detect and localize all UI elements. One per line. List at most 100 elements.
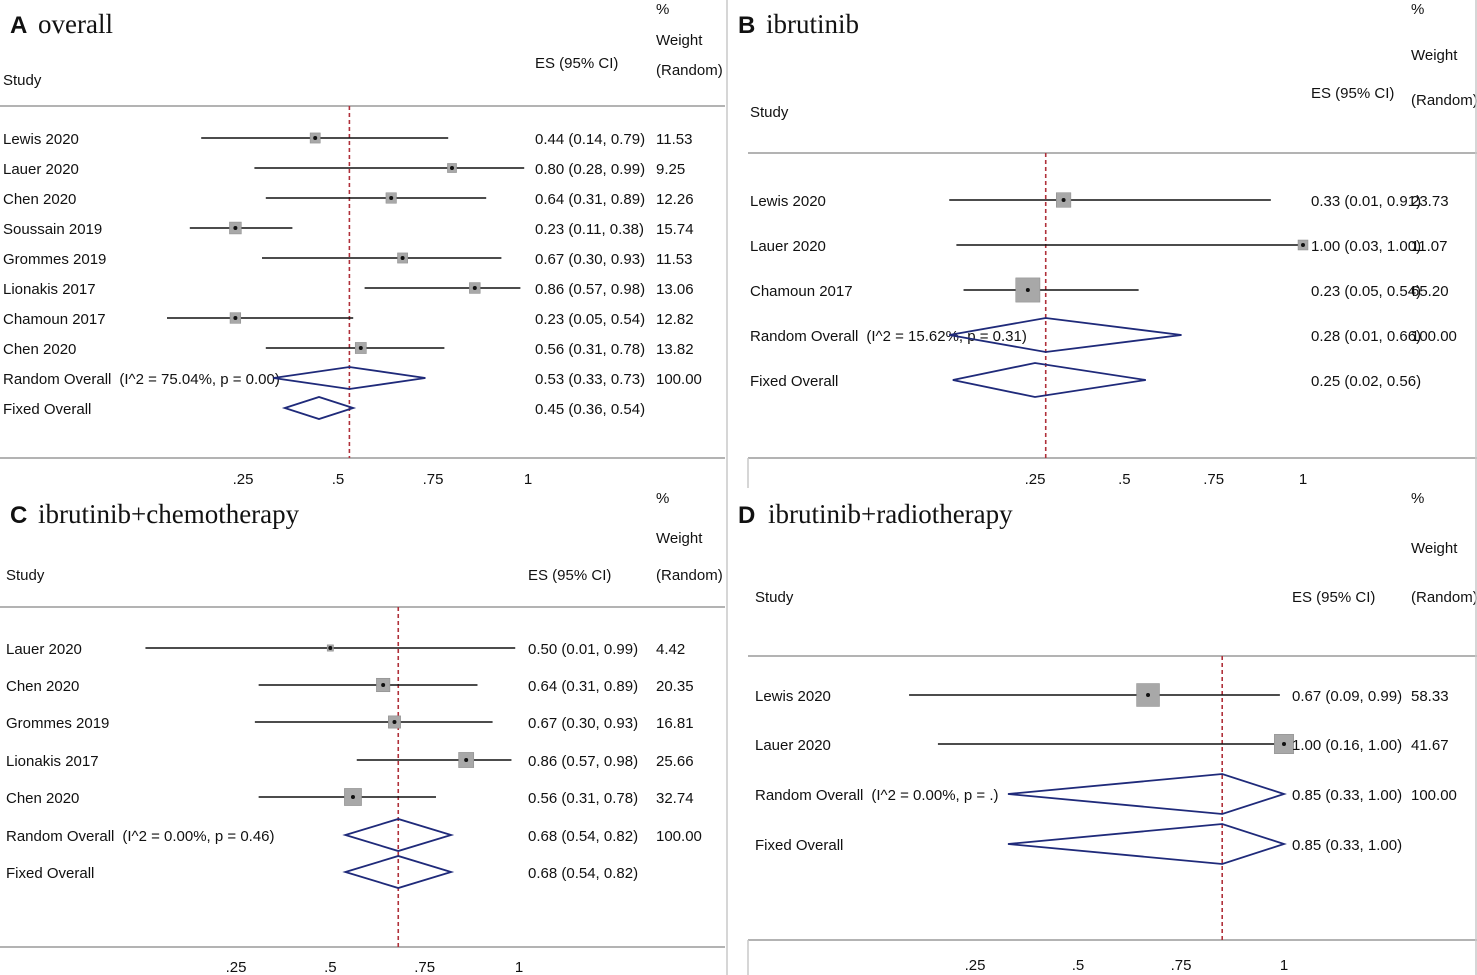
study-label: Lewis 2020 [755,688,831,705]
es-ci-value: 0.64 (0.31, 0.89) [535,191,645,208]
x-tick-label: .25 [233,471,254,488]
pooled-label: Fixed Overall [3,401,91,418]
x-tick-label: .75 [1203,471,1224,488]
es-ci-value: 0.80 (0.28, 0.99) [535,161,645,178]
es-ci-value: 0.56 (0.31, 0.78) [528,790,638,807]
point-estimate [233,226,238,230]
panel-title: ibrutinib+chemotherapy [38,499,300,529]
study-label: Lewis 2020 [3,131,79,148]
es-ci-header: ES (95% CI) [528,567,611,584]
weight-header-percent: % [1411,1,1424,18]
es-ci-value: 0.44 (0.14, 0.79) [535,131,645,148]
point-estimate [389,196,394,200]
point-estimate [381,683,386,687]
point-estimate [313,136,318,140]
study-label: Chamoun 2017 [750,283,853,300]
pooled-diamond [281,396,357,420]
point-estimate [350,795,355,799]
pooled-diamond [1007,823,1287,865]
x-tick-label: .5 [332,471,345,488]
weight-header-weight: Weight [1411,47,1458,64]
study-label: Lauer 2020 [750,238,826,255]
es-ci-value: 0.33 (0.01, 0.91) [1311,193,1421,210]
es-ci-value: 0.86 (0.57, 0.98) [535,281,645,298]
pooled-label: Fixed Overall [750,373,838,390]
weight-value: 58.33 [1411,688,1449,705]
study-label: Chen 2020 [3,341,76,358]
es-ci-header: ES (95% CI) [1311,85,1394,102]
weight-header-random: (Random) [656,62,723,79]
pooled-diamond [1007,773,1287,815]
panel-letter: B [738,12,755,39]
pooled-label: Random Overall (I^2 = 75.04%, p = 0.00) [3,371,280,388]
x-tick-label: .75 [423,471,444,488]
weight-value: 20.35 [656,678,694,695]
pooled-label: Random Overall (I^2 = 0.00%, p = .) [755,787,999,804]
study-label: Grommes 2019 [6,715,109,732]
study-label: Lionakis 2017 [3,281,96,298]
es-ci-value: 0.85 (0.33, 1.00) [1292,787,1402,804]
weight-value: 12.82 [656,311,694,328]
study-label: Lauer 2020 [3,161,79,178]
x-tick-label: .5 [1118,471,1131,488]
es-ci-header: ES (95% CI) [535,55,618,72]
weight-value: 41.67 [1411,737,1449,754]
pooled-diamond [952,362,1146,398]
heterogeneity-note: (I^2 = 0.00%, p = 0.46) [122,828,274,845]
study-label: Soussain 2019 [3,221,102,238]
weight-value: 23.73 [1411,193,1449,210]
pooled-label: Fixed Overall [6,865,94,882]
weight-header-random: (Random) [1411,589,1477,606]
weight-value: 13.82 [656,341,694,358]
x-tick-label: .25 [226,959,247,975]
x-tick-label: 1 [524,471,532,488]
weight-header-random: (Random) [1411,92,1477,109]
panel-letter: D [738,502,755,529]
weight-header-percent: % [1411,490,1424,507]
weight-header-weight: Weight [656,32,703,49]
weight-header-weight: Weight [1411,540,1458,557]
x-tick-label: 1 [1299,471,1307,488]
weight-value: 4.42 [656,641,685,658]
es-ci-value: 1.00 (0.03, 1.00) [1311,238,1421,255]
weight-header-percent: % [656,490,669,507]
weight-value: 100.00 [1411,787,1457,804]
weight-value: 32.74 [656,790,694,807]
es-ci-value: 0.23 (0.05, 0.54) [1311,283,1421,300]
weight-value: 100.00 [1411,328,1457,345]
weight-value: 11.53 [656,131,692,148]
es-ci-value: 0.64 (0.31, 0.89) [528,678,638,695]
panel-title: ibrutinib+radiotherapy [768,499,1013,529]
es-ci-value: 0.68 (0.54, 0.82) [528,865,638,882]
x-tick-label: .5 [1072,957,1085,974]
study-label: Lauer 2020 [6,641,82,658]
es-ci-value: 0.45 (0.36, 0.54) [535,401,645,418]
es-ci-value: 0.25 (0.02, 0.56) [1311,373,1421,390]
panel-title: ibrutinib [766,9,859,39]
weight-value: 13.06 [656,281,694,298]
pooled-label: Random Overall (I^2 = 0.00%, p = 0.46) [6,828,275,845]
weight-value: 9.25 [656,161,685,178]
study-label: Grommes 2019 [3,251,106,268]
weight-value: 100.00 [656,371,702,388]
heterogeneity-note: (I^2 = 15.62%, p = 0.31) [866,328,1026,345]
pooled-diamond [949,317,1182,353]
weight-value: 16.81 [656,715,694,732]
point-estimate [450,166,454,170]
study-label: Lewis 2020 [750,193,826,210]
point-estimate [1282,742,1286,746]
weight-value: 11.53 [656,251,692,268]
x-tick-label: .75 [414,959,435,975]
weight-value: 100.00 [656,828,702,845]
panel-title: overall [38,9,113,39]
x-tick-label: 1 [1280,957,1288,974]
x-tick-label: 1 [515,959,523,975]
study-header: Study [755,589,794,606]
point-estimate [400,256,405,260]
weight-value: 65.20 [1411,283,1449,300]
point-estimate [1025,288,1030,292]
weight-value: 11.07 [1411,238,1447,255]
es-ci-header: ES (95% CI) [1292,589,1375,606]
